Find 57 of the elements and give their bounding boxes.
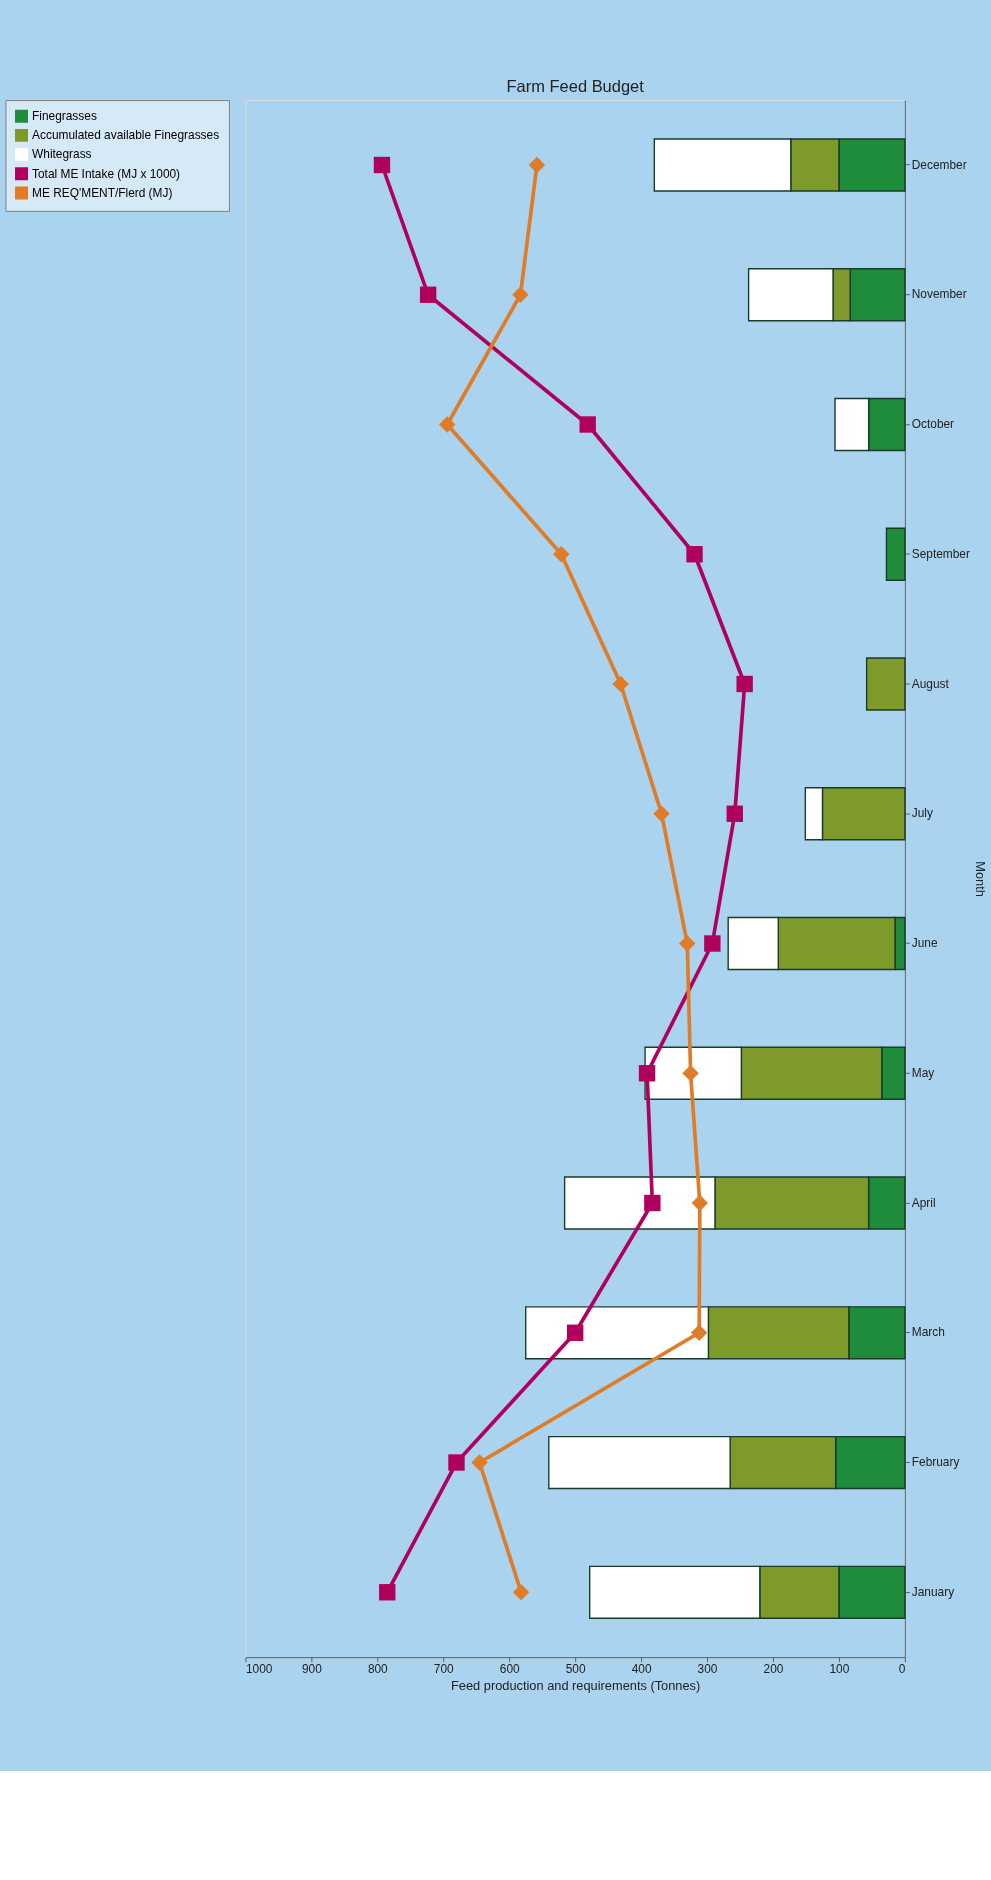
point: [566, 1324, 584, 1341]
point: [528, 156, 546, 174]
point: [638, 1065, 656, 1082]
y-tick-label: March: [911, 1325, 945, 1340]
x-tick-label: 900: [301, 1662, 323, 1677]
legend-label: Accumulated available Finegrasses: [32, 128, 220, 143]
point: [691, 1194, 709, 1212]
point: [512, 286, 529, 303]
point: [690, 1324, 708, 1341]
y-tick-label: August: [911, 676, 950, 691]
y-tick-label: July: [911, 806, 933, 821]
x-tick-label: 100: [829, 1662, 850, 1677]
point: [726, 805, 743, 822]
point: [512, 1584, 530, 1601]
point: [471, 1454, 488, 1471]
point: [686, 546, 703, 563]
x-tick-label: 400: [631, 1662, 652, 1677]
y-tick-label: May: [911, 1065, 935, 1080]
point: [419, 286, 437, 303]
point: [553, 546, 570, 563]
y-tick-label: January: [911, 1584, 955, 1599]
point: [653, 805, 670, 822]
bar: [885, 527, 906, 581]
y-tick-label: December: [911, 157, 967, 172]
x-tick-label: 800: [367, 1662, 389, 1677]
point: [579, 416, 596, 433]
x-tick-label: 500: [565, 1662, 586, 1677]
point: [612, 675, 629, 693]
point: [736, 675, 753, 693]
legend-label: ME REQ'MENT/Flerd (MJ): [32, 185, 173, 200]
y-tick-label: April: [911, 1195, 936, 1210]
x-tick-label: 0: [898, 1662, 906, 1677]
legend-label: Total ME Intake (MJ x 1000): [32, 166, 181, 181]
x-tick-label: 700: [433, 1662, 455, 1677]
point: [644, 1194, 661, 1212]
point: [373, 156, 391, 174]
point: [704, 935, 721, 952]
point: [439, 416, 456, 433]
x-axis-title: Feed production and requirements (Tonnes): [451, 1677, 701, 1693]
y-tick-label: November: [911, 287, 967, 302]
x-tick-label: 1000: [245, 1662, 273, 1677]
x-tick-label: 200: [763, 1662, 784, 1677]
x-tick-label: 300: [697, 1662, 718, 1677]
y-tick-label: June: [911, 936, 938, 951]
x-tick-label: 600: [499, 1662, 520, 1677]
y-tick-label: September: [911, 546, 970, 561]
chart-title: Farm Feed Budget: [506, 77, 645, 96]
point: [379, 1584, 396, 1601]
point: [448, 1454, 465, 1471]
legend-label: Finegrasses: [32, 108, 97, 123]
y-axis-title: Month: [973, 861, 989, 897]
legend-label: Whitegrass: [32, 147, 92, 162]
y-tick-label: October: [911, 417, 955, 432]
y-tick-label: February: [911, 1455, 960, 1470]
bar: [865, 657, 906, 711]
point: [679, 935, 696, 952]
point: [682, 1065, 699, 1082]
